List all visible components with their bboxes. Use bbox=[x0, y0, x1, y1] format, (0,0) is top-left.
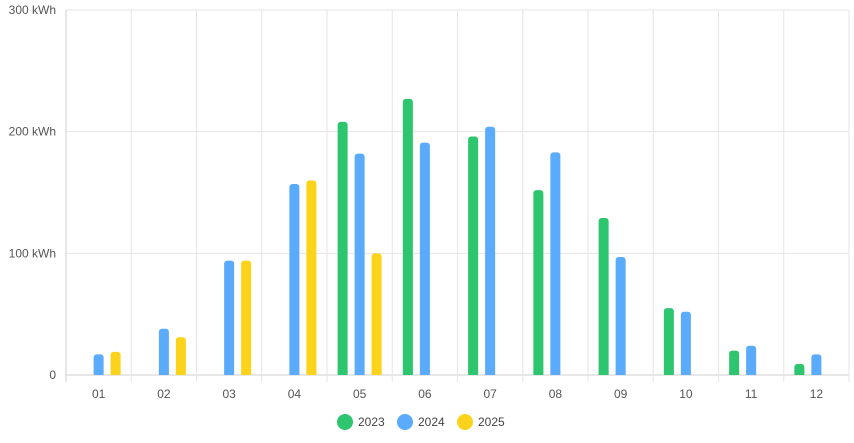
bar-2024-02[interactable] bbox=[158, 328, 169, 375]
bar-2024-08[interactable] bbox=[550, 152, 561, 375]
bar-2024-01[interactable] bbox=[93, 354, 104, 375]
legend-label: 2023 bbox=[358, 415, 385, 429]
x-tick-label: 01 bbox=[92, 387, 106, 401]
bar-2023-05[interactable] bbox=[337, 121, 348, 375]
legend-item-2025[interactable]: 2025 bbox=[457, 414, 505, 430]
bar-2025-03[interactable] bbox=[241, 260, 252, 375]
bar-2023-07[interactable] bbox=[468, 136, 479, 375]
legend-label: 2024 bbox=[418, 415, 445, 429]
x-tick-label: 02 bbox=[157, 387, 171, 401]
bar-2024-09[interactable] bbox=[615, 256, 626, 375]
x-tick-label: 08 bbox=[549, 387, 563, 401]
x-tick-label: 10 bbox=[679, 387, 693, 401]
x-tick-label: 05 bbox=[353, 387, 367, 401]
y-tick-label: 200 kWh bbox=[9, 125, 56, 139]
x-tick-label: 06 bbox=[418, 387, 432, 401]
bar-2024-10[interactable] bbox=[680, 311, 691, 375]
y-tick-label: 100 kWh bbox=[9, 246, 56, 260]
bar-2025-01[interactable] bbox=[110, 351, 121, 375]
x-tick-label: 03 bbox=[222, 387, 236, 401]
bar-2024-03[interactable] bbox=[224, 260, 235, 375]
bar-2023-10[interactable] bbox=[663, 308, 674, 375]
y-axis-ticks: 0 100 kWh 200 kWh 300 kWh bbox=[9, 3, 57, 382]
x-axis-ticks: 01 02 03 04 05 06 07 08 09 10 11 12 bbox=[92, 387, 823, 401]
y-tick-label: 0 bbox=[49, 368, 56, 382]
legend-swatch bbox=[457, 414, 473, 430]
bar-2023-08[interactable] bbox=[533, 190, 544, 375]
legend-swatch bbox=[397, 414, 413, 430]
bar-2023-06[interactable] bbox=[402, 98, 413, 376]
bar-2024-11[interactable] bbox=[746, 345, 757, 375]
x-tick-label: 11 bbox=[745, 387, 758, 401]
bar-2024-05[interactable] bbox=[354, 153, 365, 375]
bar-2025-05[interactable] bbox=[371, 253, 382, 375]
bar-2025-04[interactable] bbox=[306, 180, 317, 375]
x-tick-label: 04 bbox=[288, 387, 302, 401]
bar-2024-04[interactable] bbox=[289, 183, 300, 375]
bar-2023-11[interactable] bbox=[729, 350, 740, 375]
legend-item-2023[interactable]: 2023 bbox=[337, 414, 385, 430]
x-tick-label: 09 bbox=[614, 387, 628, 401]
bar-2023-12[interactable] bbox=[794, 364, 805, 375]
bar-2023-09[interactable] bbox=[598, 218, 609, 375]
legend-item-2024[interactable]: 2024 bbox=[397, 414, 445, 430]
bar-2025-02[interactable] bbox=[175, 337, 186, 375]
bar-2024-07[interactable] bbox=[485, 126, 496, 375]
bars bbox=[93, 98, 822, 376]
x-tick-label: 07 bbox=[483, 387, 497, 401]
legend[interactable]: 2023 2024 2025 bbox=[337, 414, 505, 430]
grid bbox=[65, 9, 850, 382]
legend-swatch bbox=[337, 414, 353, 430]
legend-label: 2025 bbox=[478, 415, 505, 429]
bar-2024-12[interactable] bbox=[811, 354, 822, 375]
bar-2024-06[interactable] bbox=[419, 142, 430, 375]
y-tick-label: 300 kWh bbox=[9, 3, 56, 17]
x-tick-label: 12 bbox=[810, 387, 824, 401]
